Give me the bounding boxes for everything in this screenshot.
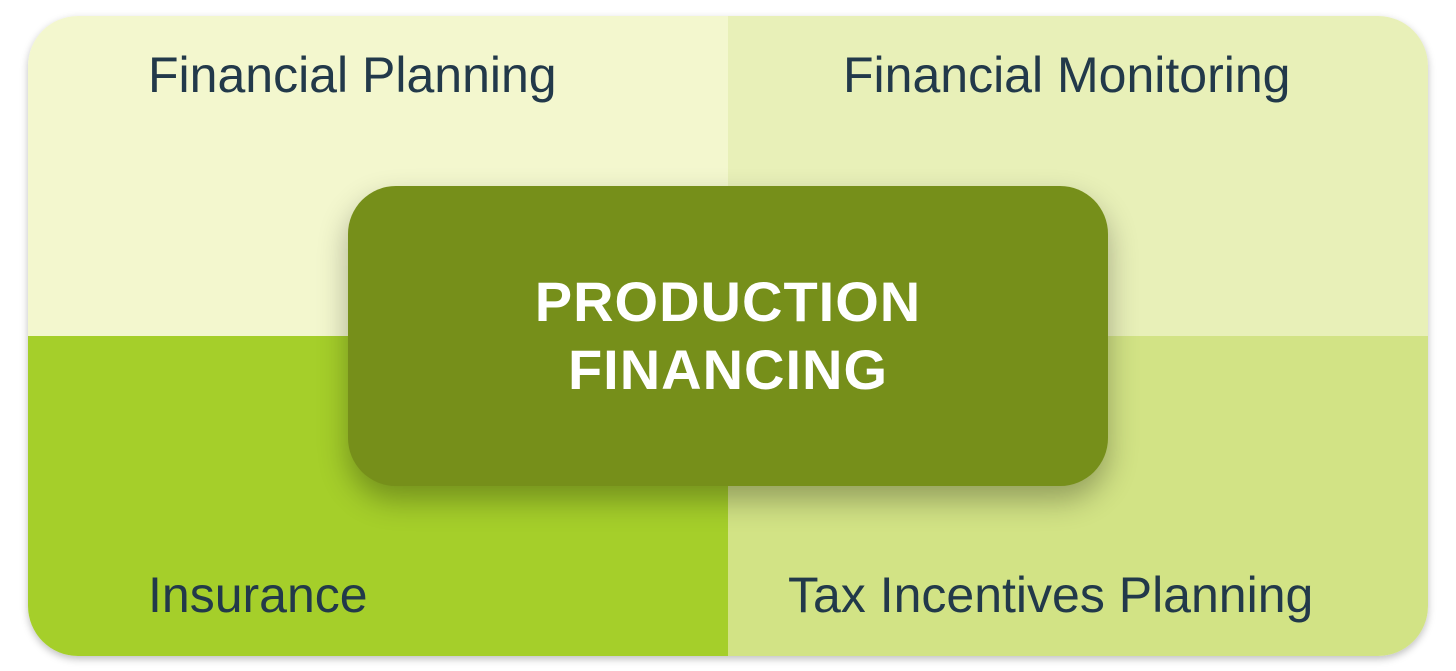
quadrant-label-top-left: Financial Planning xyxy=(148,46,557,104)
quadrant-label-bottom-right: Tax Incentives Planning xyxy=(788,566,1313,624)
center-line1: PRODUCTION xyxy=(535,270,921,333)
quadrant-label-bottom-left: Insurance xyxy=(148,566,368,624)
center-box: PRODUCTION FINANCING xyxy=(348,186,1108,486)
diagram-container: Financial Planning Financial Monitoring … xyxy=(28,16,1428,656)
center-line2: FINANCING xyxy=(568,338,888,401)
center-title: PRODUCTION FINANCING xyxy=(535,268,921,402)
quadrant-label-top-right: Financial Monitoring xyxy=(843,46,1290,104)
